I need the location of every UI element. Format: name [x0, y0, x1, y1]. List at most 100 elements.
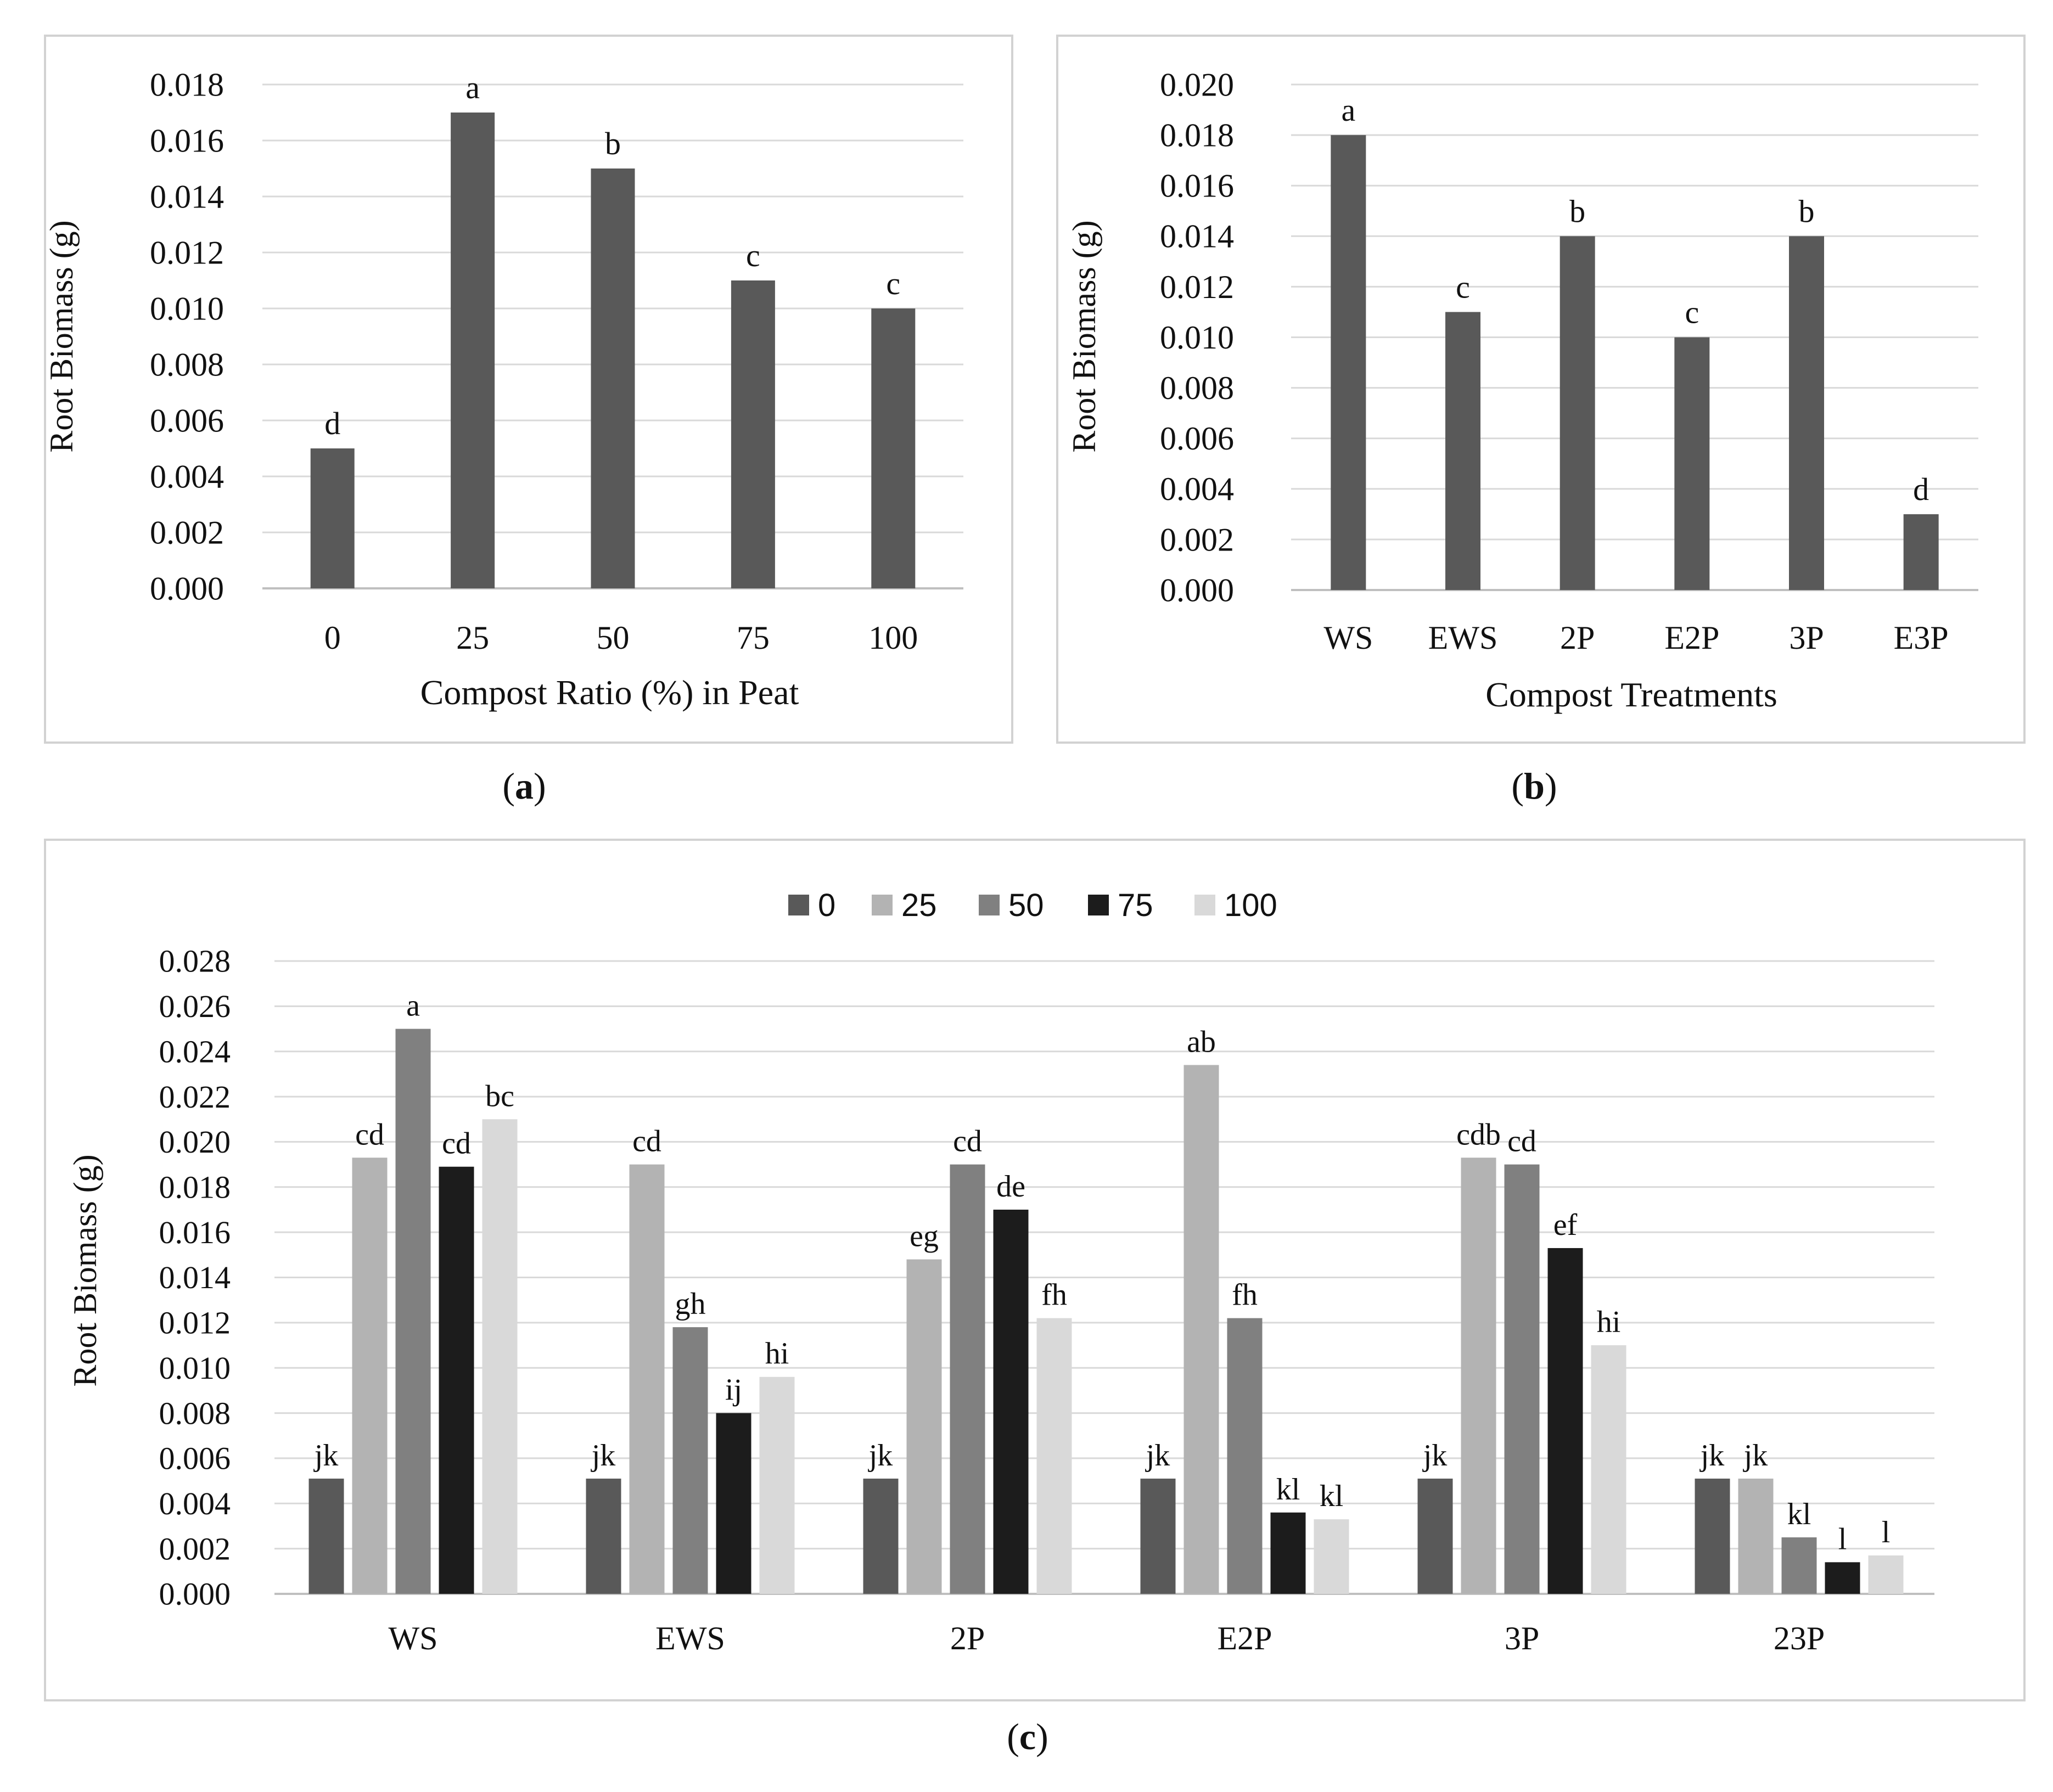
significance-label: c: [1456, 269, 1470, 305]
bar: [1547, 1248, 1583, 1594]
y-tick-label: 0.012: [1160, 269, 1234, 305]
y-tick-label: 0.010: [1160, 319, 1234, 356]
significance-label: ef: [1553, 1208, 1578, 1242]
x-axis-title: Compost Treatments: [1485, 675, 1777, 714]
legend-label: 0: [818, 887, 835, 923]
bar: [1445, 312, 1480, 590]
significance-label: jk: [1699, 1439, 1725, 1473]
chart-frame: [1056, 35, 2026, 744]
bar: [863, 1478, 899, 1594]
panel-caption: (c): [1007, 1716, 1048, 1757]
y-tick-label: 0.012: [150, 234, 224, 271]
significance-label: l: [1838, 1522, 1847, 1556]
y-tick-label: 0.006: [159, 1441, 231, 1476]
y-tick-label: 0.004: [1160, 471, 1234, 507]
bar: [308, 1478, 344, 1594]
bar: [1868, 1555, 1904, 1594]
y-tick-label: 0.014: [150, 178, 224, 215]
significance-label: kl: [1320, 1479, 1344, 1513]
significance-label: d: [324, 406, 340, 441]
bar: [950, 1164, 985, 1594]
y-tick-label: 0.016: [1160, 168, 1234, 204]
significance-label: a: [465, 70, 480, 105]
y-tick-label: 0.000: [150, 570, 224, 606]
legend-label: 50: [1008, 887, 1044, 923]
significance-label: kl: [1276, 1473, 1300, 1507]
x-tick-label: 0: [324, 620, 341, 656]
y-tick-label: 0.010: [150, 290, 224, 327]
y-tick-label: 0.002: [150, 514, 224, 550]
bar: [591, 168, 635, 588]
y-tick-label: 0.004: [159, 1486, 231, 1521]
bar: [310, 448, 355, 588]
y-tick-label: 0.000: [159, 1576, 231, 1612]
significance-label: jk: [868, 1439, 893, 1473]
panel-a: 0.000 0.002 0.004 0.006 0.008 0.010 0.012 0.014…: [43, 35, 1013, 807]
significance-label: jk: [313, 1439, 339, 1473]
x-axis-title: Compost Ratio (%) in Peat: [420, 673, 799, 712]
significance-label: jk: [591, 1439, 616, 1473]
legend-label: 100: [1224, 887, 1277, 923]
legend-swatch: [1088, 895, 1109, 915]
y-tick-label: 0.018: [1160, 117, 1234, 154]
bar: [1789, 236, 1824, 590]
significance-label: hi: [765, 1337, 789, 1371]
significance-label: hi: [1597, 1305, 1621, 1339]
bar: [1140, 1478, 1176, 1594]
significance-label: cd: [1507, 1125, 1536, 1159]
y-tick-label: 0.022: [159, 1079, 231, 1115]
y-axis-title: Root Biomass (g): [67, 1154, 103, 1386]
chart-frame: [44, 839, 2026, 1701]
significance-label: b: [1569, 193, 1585, 229]
bar: [1270, 1512, 1306, 1594]
significance-label: l: [1882, 1515, 1891, 1549]
legend-swatch: [788, 895, 809, 915]
bar: [629, 1164, 665, 1594]
panel-letter: a: [515, 765, 534, 807]
x-tick-label: WS: [1323, 620, 1373, 656]
y-tick-label: 0.012: [159, 1305, 231, 1341]
x-tick-label: 2P: [1560, 620, 1595, 656]
x-tick-label: 75: [737, 620, 770, 656]
x-tick-label: 100: [868, 620, 918, 656]
bar: [1314, 1519, 1349, 1594]
y-tick-label: 0.008: [1160, 370, 1234, 406]
y-axis-title: Root Biomass (g): [1066, 220, 1102, 452]
significance-label: c: [1685, 295, 1699, 330]
y-tick-label: 0.002: [159, 1531, 231, 1566]
significance-label: de: [996, 1170, 1025, 1204]
x-tick-label: 3P: [1789, 620, 1824, 656]
legend-label: 75: [1118, 887, 1153, 923]
y-tick-label: 0.002: [1160, 521, 1234, 558]
bar: [731, 280, 775, 588]
x-tick-label: WS: [389, 1620, 438, 1656]
significance-label: kl: [1787, 1497, 1811, 1531]
y-tick-label: 0.010: [159, 1350, 231, 1386]
bar: [1504, 1164, 1540, 1594]
panel-letter: b: [1524, 765, 1545, 807]
y-tick-label: 0.024: [159, 1033, 231, 1069]
x-tick-label: E3P: [1894, 620, 1949, 656]
significance-label: b: [605, 126, 621, 161]
significance-label: cd: [953, 1125, 982, 1159]
significance-label: c: [886, 266, 900, 301]
bar: [352, 1158, 388, 1594]
bar: [586, 1478, 621, 1594]
bar: [1738, 1478, 1774, 1594]
y-tick-label: 0.018: [150, 66, 224, 103]
bar: [395, 1029, 431, 1594]
bar: [1331, 135, 1366, 591]
bar: [1695, 1478, 1730, 1594]
y-tick-label: 0.006: [1160, 420, 1234, 457]
bar: [1781, 1537, 1817, 1594]
x-tick-label: EWS: [655, 1620, 725, 1656]
significance-label: bc: [485, 1079, 514, 1113]
significance-label: a: [406, 989, 420, 1023]
y-tick-label: 0.014: [159, 1260, 231, 1295]
panel-caption: (a): [502, 765, 546, 807]
y-tick-label: 0.026: [159, 988, 231, 1024]
bar: [482, 1119, 518, 1594]
bar: [1825, 1562, 1860, 1594]
bar: [1591, 1345, 1626, 1594]
